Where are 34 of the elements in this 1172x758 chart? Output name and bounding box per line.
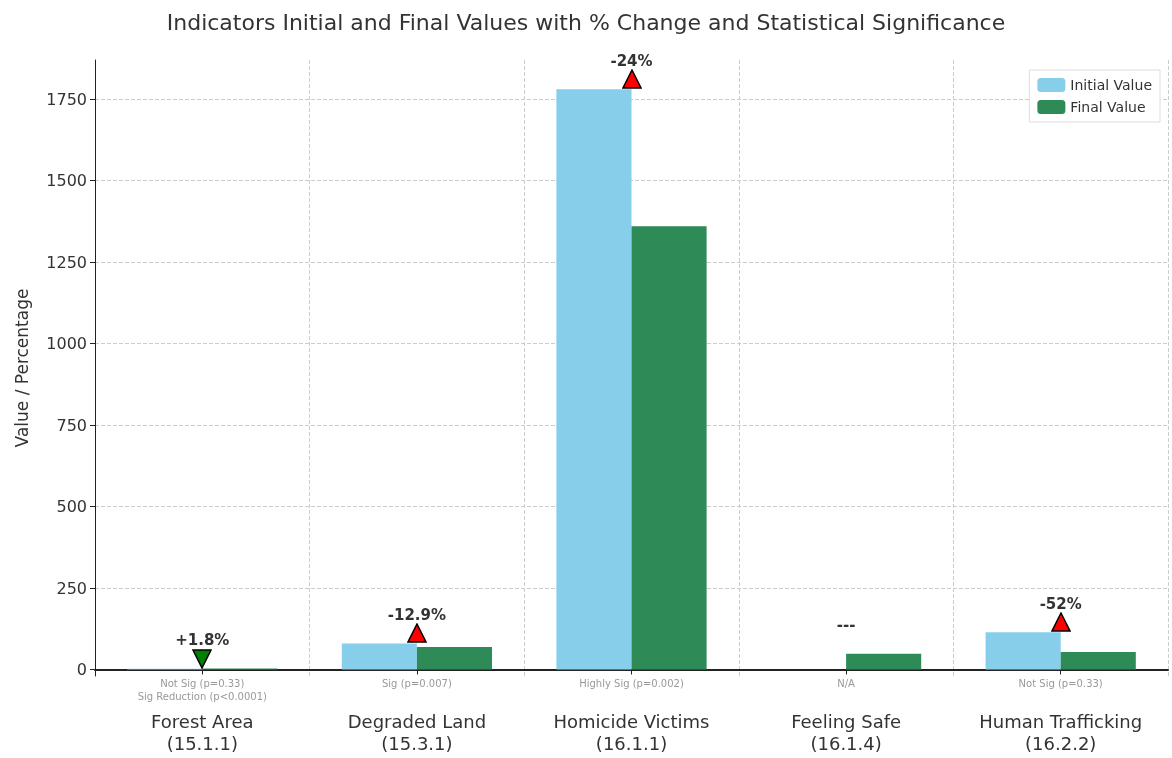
bar (416, 646, 493, 670)
bar (1060, 651, 1136, 670)
x-tick-label: Forest Area (15.1.1) (151, 710, 254, 754)
bar (556, 89, 632, 670)
bar (985, 632, 1061, 670)
y-tick-label: 250 (56, 578, 87, 598)
x-tick-label: Feeling Safe (16.1.4) (791, 710, 902, 754)
text: Sig (p=0.007) (381, 678, 452, 690)
legend-label: Initial Value (1070, 77, 1153, 93)
bar (631, 226, 707, 670)
bar (341, 643, 417, 670)
x-tick-label: Human Trafficking (16.2.2) (979, 710, 1143, 754)
text: Highly Sig (p=0.002) (579, 678, 684, 690)
y-tick-label: 1250 (46, 252, 87, 272)
x-tick-label: Homicide Victims (16.1.1) (553, 710, 710, 754)
chart-title: Indicators Initial and Final Values with % Change and Statistical Significance (166, 9, 1006, 35)
text: Not Sig (p=0.33) (1018, 678, 1103, 690)
bar (846, 653, 922, 670)
y-tick-label: 1750 (46, 89, 87, 109)
y-tick-label: 0 (76, 659, 87, 679)
y-tick-label: 500 (56, 497, 87, 517)
annotation: +1.8% (175, 631, 230, 649)
x-tick-label: Degraded Land (15.3.1) (347, 710, 487, 754)
annotation: --- (836, 616, 856, 635)
y-axis-title: Value / Percentage (11, 288, 32, 448)
text: Not Sig (p=0.33) Sig Reduction (p<0.0001) (137, 678, 268, 703)
y-tick-label: 1500 (46, 171, 87, 191)
annotation: -12.9% (387, 605, 447, 624)
annotation: -52% (1039, 594, 1082, 613)
y-tick-label: 750 (56, 415, 87, 435)
legend-label: Final Value (1070, 99, 1146, 115)
text: N/A (837, 678, 856, 690)
annotation: -24% (610, 51, 653, 70)
y-tick-label: 1000 (46, 334, 87, 354)
